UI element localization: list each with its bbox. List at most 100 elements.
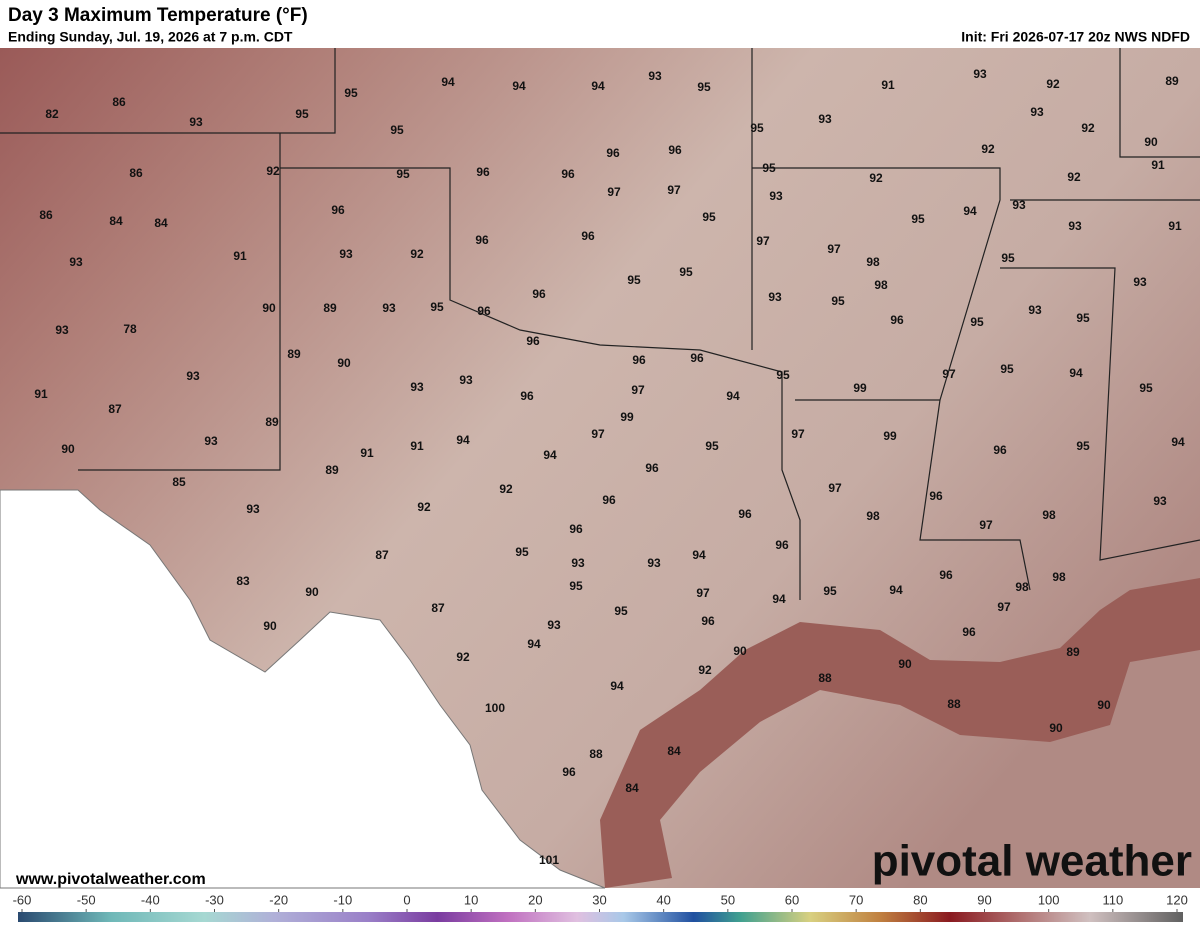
temperature-label: 97: [828, 481, 842, 495]
temperature-label: 92: [266, 164, 280, 178]
temperature-label: 94: [726, 389, 740, 403]
colorbar-tick-label: 70: [849, 892, 863, 907]
temperature-label: 97: [791, 427, 805, 441]
temperature-label: 97: [667, 183, 681, 197]
temperature-label: 91: [1151, 158, 1165, 172]
temperature-label: 93: [1133, 275, 1147, 289]
temperature-label: 90: [898, 657, 912, 671]
temperature-label: 96: [476, 165, 490, 179]
temperature-label: 95: [702, 210, 716, 224]
temperature-label: 96: [331, 203, 345, 217]
temperature-label: 89: [1165, 74, 1179, 88]
temperature-label: 84: [109, 214, 123, 228]
temperature-label: 96: [606, 146, 620, 160]
temperature-label: 94: [543, 448, 557, 462]
temperature-label: 95: [344, 86, 358, 100]
temperature-label: 87: [108, 402, 122, 416]
colorbar-tick-label: 0: [403, 892, 410, 907]
temperature-label: 97: [827, 242, 841, 256]
temperature-label: 97: [591, 427, 605, 441]
temperature-label: 86: [39, 208, 53, 222]
temperature-label: 99: [883, 429, 897, 443]
temperature-label: 93: [1068, 219, 1082, 233]
temperature-label: 95: [705, 439, 719, 453]
colorbar-tick-label: 10: [464, 892, 478, 907]
colorbar-tick-label: 30: [592, 892, 606, 907]
temperature-label: 95: [776, 368, 790, 382]
colorbar-tick-label: -30: [205, 892, 224, 907]
temperature-label: 96: [520, 389, 534, 403]
temperature-label: 96: [929, 489, 943, 503]
colorbar-tick-label: 110: [1102, 892, 1123, 907]
temperature-label: 97: [631, 383, 645, 397]
temperature-label: 92: [698, 663, 712, 677]
temperature-label: 84: [625, 781, 639, 795]
colorbar-tick-label: 80: [913, 892, 927, 907]
temperature-label: 90: [337, 356, 351, 370]
temperature-label: 95: [390, 123, 404, 137]
temperature-label: 94: [963, 204, 977, 218]
temperature-label: 92: [1046, 77, 1060, 91]
temperature-label: 91: [881, 78, 895, 92]
temperature-label: 84: [154, 216, 168, 230]
colorbar-tick-label: 100: [1038, 892, 1060, 907]
temperature-label: 92: [410, 247, 424, 261]
init-time: Init: Fri 2026-07-17 20z NWS NDFD: [961, 29, 1190, 45]
temperature-label: 86: [112, 95, 126, 109]
temperature-label: 95: [1076, 311, 1090, 325]
temperature-label: 89: [1066, 645, 1080, 659]
temperature-label: 85: [172, 475, 186, 489]
temperature-label: 90: [733, 644, 747, 658]
temperature-label: 93: [769, 189, 783, 203]
temperature-label: 94: [889, 583, 903, 597]
temperature-label: 101: [539, 853, 559, 867]
temperature-label: 97: [997, 600, 1011, 614]
colorbar-ticks: -60 -50 -40 -30 -20 -10 0 10 20 30 40 50 60 70 80 90 100…: [13, 892, 1188, 912]
temperature-label: 94: [1069, 366, 1083, 380]
temperature-label: 94: [772, 592, 786, 606]
colorbar-tick-label: 40: [656, 892, 670, 907]
temperature-label: 91: [233, 249, 247, 263]
temperature-label: 97: [607, 185, 621, 199]
temperature-label: 89: [323, 301, 337, 315]
temperature-label: 87: [375, 548, 389, 562]
temperature-label: 88: [589, 747, 603, 761]
temperature-label: 93: [204, 434, 218, 448]
temperature-label: 88: [818, 671, 832, 685]
temperature-label: 96: [962, 625, 976, 639]
temperature-label: 95: [627, 273, 641, 287]
temperature-label: 78: [123, 322, 137, 336]
temperature-label: 93: [648, 69, 662, 83]
temperature-label: 93: [69, 255, 83, 269]
colorbar-tick-label: 60: [785, 892, 799, 907]
temperature-label: 94: [512, 79, 526, 93]
temperature-label: 89: [325, 463, 339, 477]
colorbar-tick-label: 20: [528, 892, 542, 907]
temperature-label: 95: [430, 300, 444, 314]
temperature-label: 90: [1097, 698, 1111, 712]
colorbar-tick-label: -20: [269, 892, 288, 907]
map: 94 94 94 93 95 95 95 86 82 93 95 91 93 92 89 93 95 93 92 90…: [0, 48, 1200, 889]
temperature-label: 98: [1052, 570, 1066, 584]
temperature-label: 82: [45, 107, 59, 121]
colorbar-tick-label: -40: [141, 892, 160, 907]
temperature-label: 95: [515, 545, 529, 559]
temperature-label: 89: [265, 415, 279, 429]
temperature-label: 93: [768, 290, 782, 304]
temperature-label: 96: [668, 143, 682, 157]
temperature-label: 93: [1012, 198, 1026, 212]
temperature-label: 95: [1139, 381, 1153, 395]
temperature-label: 96: [775, 538, 789, 552]
temperature-label: 95: [750, 121, 764, 135]
temperature-label: 96: [939, 568, 953, 582]
temperature-labels: 94 94 94 93 95 95 95 86 82 93 95 91 93 92 89 93 95 93 92 90…: [34, 67, 1185, 867]
colorbar-tick-label: 90: [977, 892, 991, 907]
temperature-label: 92: [417, 500, 431, 514]
temperature-label: 98: [866, 255, 880, 269]
subtitle: Ending Sunday, Jul. 19, 2026 at 7 p.m. C…: [8, 29, 293, 45]
temperature-label: 87: [431, 601, 445, 615]
temperature-label: 94: [441, 75, 455, 89]
temperature-label: 93: [410, 380, 424, 394]
temperature-label: 93: [973, 67, 987, 81]
temperature-label: 95: [1076, 439, 1090, 453]
